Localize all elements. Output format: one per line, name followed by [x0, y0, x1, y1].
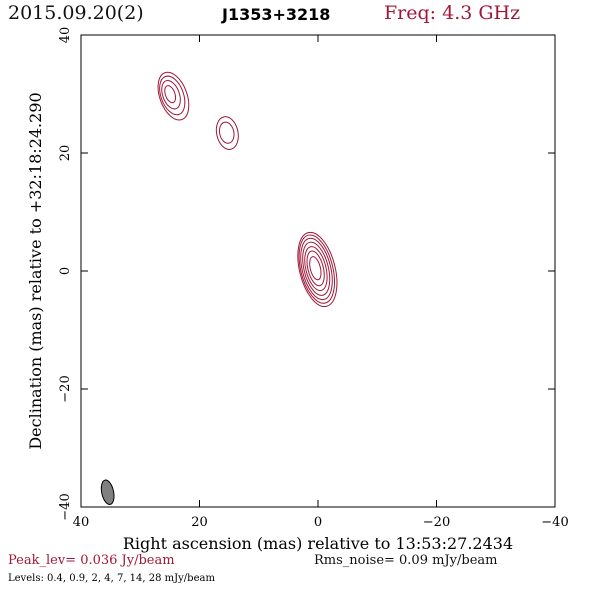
y-tick-label: 0	[58, 267, 73, 275]
contour-jet-2	[157, 71, 190, 121]
contour-jet-2	[159, 75, 186, 116]
x-tick-label: −20	[423, 515, 450, 530]
contour-jet-1	[218, 121, 235, 144]
contour-core	[306, 250, 325, 287]
plot-frame	[80, 34, 556, 508]
x-tick-label: 40	[73, 515, 90, 530]
contour-levels: Levels: 0.4, 0.9, 2, 4, 7, 14, 28 mJy/be…	[8, 573, 215, 584]
y-tick-label: −20	[58, 375, 73, 402]
frequency-label: Freq: 4.3 GHz	[384, 2, 521, 24]
peak-level: Peak_lev= 0.036 Jy/beam	[8, 553, 175, 568]
contour-core	[302, 241, 331, 296]
y-tick-label: 40	[58, 27, 73, 44]
contour-core	[297, 231, 338, 308]
y-tick-label: 20	[58, 145, 73, 162]
contours	[157, 71, 338, 308]
axis-ticks	[80, 34, 556, 508]
x-tick-label: 20	[191, 515, 208, 530]
contour-core	[309, 256, 322, 281]
x-tick-label: 0	[314, 515, 322, 530]
x-tick-label: −40	[541, 515, 568, 530]
source-name: J1353+3218	[222, 5, 331, 24]
contour-jet-2	[164, 85, 177, 104]
rms-noise: Rms_noise= 0.09 mJy/beam	[314, 553, 498, 568]
epoch-date: 2015.09.20(2)	[8, 2, 144, 24]
contour-core	[304, 246, 328, 292]
beam-group	[100, 479, 115, 505]
beam-ellipse	[100, 479, 115, 505]
contour-jet-1	[215, 116, 239, 150]
contour-jet-2	[161, 80, 181, 110]
x-axis-label: Right ascension (mas) relative to 13:53:…	[123, 534, 513, 553]
contour-core	[300, 237, 333, 301]
contour-core	[298, 234, 335, 304]
y-tick-label: −40	[58, 493, 73, 520]
y-axis-label: Declination (mas) relative to +32:18:24.…	[26, 92, 45, 449]
